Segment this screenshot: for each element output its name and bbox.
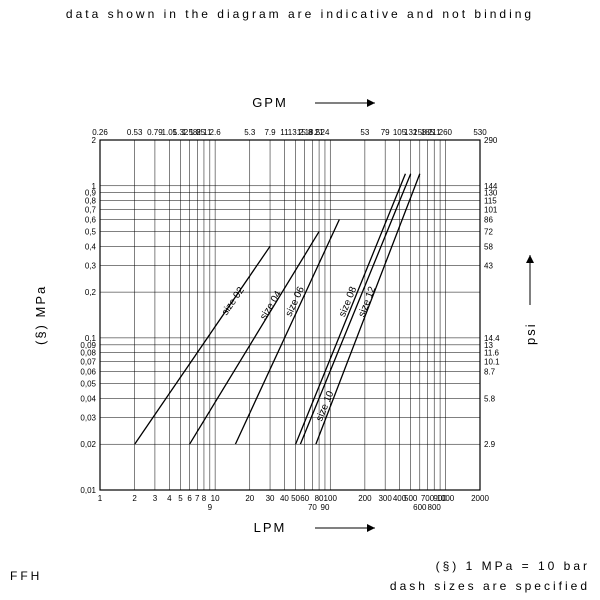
y-tick: 0,08 <box>80 349 96 358</box>
x-tick: 20 <box>245 494 254 503</box>
x-tick: 800 <box>428 503 442 512</box>
y-right-tick: 11.6 <box>484 349 500 358</box>
x-tick: 90 <box>321 503 330 512</box>
x-top-tick: 2.6 <box>210 128 222 137</box>
x-top-tick: 24 <box>321 128 330 137</box>
y-tick: 0,8 <box>85 197 97 206</box>
series-label: size 06 <box>284 285 307 319</box>
y-tick: 0,05 <box>80 380 96 389</box>
footer-right-2: dash sizes are specified <box>390 579 590 593</box>
top-note: data shown in the diagram are indicative… <box>66 7 534 21</box>
x-tick: 4 <box>167 494 172 503</box>
y-right-tick: 86 <box>484 216 493 225</box>
series-label: size 04 <box>258 289 284 322</box>
y-right-tick: 14.4 <box>484 334 500 343</box>
x-top-tick: 7.9 <box>264 128 276 137</box>
y-tick: 0,6 <box>85 216 97 225</box>
y-right-tick: 115 <box>484 197 497 206</box>
x-tick: 1 <box>98 494 103 503</box>
x-top-tick: 5.3 <box>244 128 256 137</box>
x-tick: 9 <box>208 503 213 512</box>
x-tick: 60 <box>300 494 309 503</box>
x-tick: 5 <box>178 494 183 503</box>
y-right-tick: 58 <box>484 242 493 251</box>
footer-left: FFH <box>10 569 42 583</box>
y-tick: 0,4 <box>85 242 97 251</box>
x-tick: 7 <box>195 494 200 503</box>
y-tick: 0,01 <box>80 486 96 495</box>
y-tick: 0,2 <box>85 288 97 297</box>
x-top-tick: 260 <box>439 128 453 137</box>
y-tick: 0,04 <box>80 394 96 403</box>
y-right-tick: 101 <box>484 205 498 214</box>
arrow-head <box>526 255 534 263</box>
arrow-head <box>367 99 375 107</box>
y-right-tick: 10.1 <box>484 357 500 366</box>
x-tick: 300 <box>378 494 392 503</box>
y-tick: 0,7 <box>85 205 97 214</box>
y-right-tick: 144 <box>484 182 498 191</box>
footer-right-1: (§) 1 MPa = 10 bar <box>436 559 590 573</box>
y-tick: 0,3 <box>85 261 97 270</box>
y-tick: 0,1 <box>85 334 97 343</box>
x-label: LPM <box>254 520 287 535</box>
y-tick: 0,07 <box>80 357 96 366</box>
x-tick: 200 <box>358 494 372 503</box>
x-top-tick: 0.53 <box>127 128 143 137</box>
y-right-tick: 8.7 <box>484 368 496 377</box>
y-tick: 0,03 <box>80 413 96 422</box>
y-right-tick: 72 <box>484 228 493 237</box>
x-tick: 8 <box>202 494 207 503</box>
x-top-tick: 53 <box>360 128 369 137</box>
y-right-tick: 43 <box>484 261 493 270</box>
x-top-tick: 79 <box>381 128 390 137</box>
y-tick: 1 <box>92 182 97 191</box>
x-tick: 30 <box>266 494 275 503</box>
y-right-tick: 2.9 <box>484 440 496 449</box>
series-label: size 02 <box>220 285 247 318</box>
x-tick: 50 <box>291 494 300 503</box>
y-tick: 0,5 <box>85 228 97 237</box>
y-tick: 0,02 <box>80 440 96 449</box>
y-right-tick: 5.8 <box>484 394 496 403</box>
x-tick: 10 <box>211 494 220 503</box>
x-tick: 600 <box>413 503 427 512</box>
x-tick: 70 <box>308 503 317 512</box>
y-right-tick: 290 <box>484 136 498 145</box>
x-tick: 1000 <box>436 494 454 503</box>
x-tick: 2 <box>132 494 137 503</box>
y-label: (§) MPa <box>33 285 48 345</box>
x-tick: 3 <box>153 494 158 503</box>
x-tick: 100 <box>324 494 338 503</box>
y-right-label: psi <box>523 322 538 345</box>
arrow-head <box>367 524 375 532</box>
x-tick: 40 <box>280 494 289 503</box>
y-tick: 2 <box>92 136 97 145</box>
y-tick: 0,06 <box>80 368 96 377</box>
x-tick: 500 <box>404 494 418 503</box>
series-label: size 12 <box>356 285 378 319</box>
x-top-label: GPM <box>252 95 288 110</box>
x-tick: 6 <box>187 494 192 503</box>
series-line <box>300 174 410 444</box>
x-tick: 2000 <box>471 494 489 503</box>
